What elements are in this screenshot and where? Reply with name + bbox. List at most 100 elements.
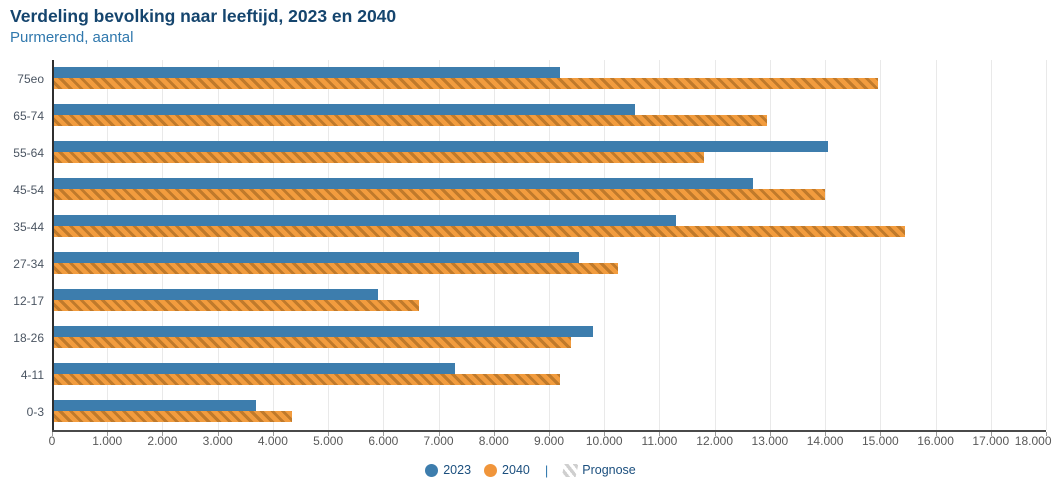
gridline — [383, 60, 385, 430]
y-axis-category-label: 35-44 — [13, 219, 44, 234]
gridline — [825, 60, 827, 430]
chart-header: Verdeling bevolking naar leeftijd, 2023 … — [10, 6, 396, 47]
x-axis-tick-label: 17.000 — [972, 434, 1010, 448]
y-axis-category-label: 65-74 — [13, 108, 44, 123]
x-axis-tick-label: 8.000 — [478, 434, 509, 448]
gridline — [162, 60, 164, 430]
bar-row: 75eo — [17, 60, 1046, 97]
prognose-hatch-icon — [561, 463, 579, 477]
bar-2023-0-3[interactable] — [52, 400, 257, 411]
legend-prognose-label: Prognose — [582, 463, 636, 477]
bar-2040-12-17[interactable] — [52, 300, 420, 311]
x-axis-tick — [438, 432, 440, 436]
x-axis-tick — [493, 432, 495, 436]
y-axis-category-label: 27-34 — [13, 256, 44, 271]
x-axis-labels: 0 1.000 2.000 3.000 4.000 5.000 6.000 7.000 8.00… — [48, 434, 1052, 450]
gridline — [1046, 60, 1047, 430]
x-axis-tick — [162, 432, 164, 436]
bar-row: 4-11 — [21, 356, 1046, 393]
bar-2023-55-64[interactable] — [52, 141, 828, 152]
x-axis-tick — [1046, 432, 1047, 436]
bar-2023-4-11[interactable] — [52, 363, 456, 374]
legend-separator: | — [544, 462, 549, 478]
x-axis-tick-label: 12.000 — [696, 434, 734, 448]
plot-area: 75eo 65-74 55-64 45-54 35-44 27-34 12-17 18-26 4… — [13, 60, 1047, 430]
x-axis-tick — [549, 432, 550, 436]
x-axis-tick-label: 18.000 — [1014, 434, 1052, 448]
x-axis-tick-label: 2.000 — [147, 434, 178, 448]
bar-2040-55-64[interactable] — [52, 152, 704, 163]
bar-2040-0-3[interactable] — [52, 411, 293, 422]
x-axis-tick — [383, 432, 385, 436]
x-axis-tick-label: 5.000 — [313, 434, 344, 448]
bar-2023-12-17[interactable] — [52, 289, 378, 300]
bar-row: 45-54 — [13, 171, 1046, 208]
bar-group — [52, 400, 1046, 422]
legend-2023-label: 2023 — [443, 463, 472, 477]
bar-2040-35-44[interactable] — [52, 226, 906, 237]
gridline — [714, 60, 716, 430]
legend: 2023 2040 | Prognose — [0, 459, 1061, 481]
bar-2040-27-34[interactable] — [52, 263, 619, 274]
legend-item-prognose[interactable]: Prognose — [561, 463, 636, 477]
gridline — [549, 60, 550, 430]
legend-2023-dot-icon — [425, 463, 439, 477]
x-axis-tick-label: 10.000 — [585, 434, 623, 448]
x-axis-tick — [52, 432, 53, 436]
x-axis-tick — [935, 432, 937, 436]
bar-2023-65-74[interactable] — [52, 104, 635, 115]
bar-2023-18-26[interactable] — [52, 326, 594, 337]
x-axis-tick — [880, 432, 882, 436]
bar-2040-45-54[interactable] — [52, 189, 826, 200]
gridline — [604, 60, 606, 430]
x-axis-tick-label: 7.000 — [423, 434, 454, 448]
bar-2023-35-44[interactable] — [52, 215, 676, 226]
y-axis-category-label: 45-54 — [13, 182, 44, 197]
y-axis-category-label: 75eo — [17, 71, 44, 86]
bar-2023-45-54[interactable] — [52, 178, 754, 189]
x-axis-line — [52, 430, 1046, 432]
bar-2040-18-26[interactable] — [52, 337, 572, 348]
bar-row: 35-44 — [13, 208, 1046, 245]
bar-2040-4-11[interactable] — [52, 374, 561, 385]
gridline — [769, 60, 771, 430]
legend-item-2023[interactable]: 2023 — [425, 463, 471, 477]
x-axis-tick — [990, 432, 992, 436]
rows: 75eo 65-74 55-64 45-54 35-44 27-34 12-17 18-26 4… — [13, 60, 1046, 430]
gridline — [217, 60, 219, 430]
gridline — [880, 60, 882, 430]
gridline — [493, 60, 495, 430]
bar-2023-75eo[interactable] — [52, 67, 561, 78]
x-axis-tick — [107, 432, 109, 436]
chart-title: Verdeling bevolking naar leeftijd, 2023 … — [10, 6, 397, 26]
bar-row: 12-17 — [13, 282, 1046, 319]
bar-group — [52, 178, 1046, 200]
bar-row: 0-3 — [27, 393, 1046, 430]
bar-group — [52, 104, 1046, 126]
gridline — [107, 60, 109, 430]
bar-row: 27-34 — [13, 245, 1046, 282]
bar-2040-65-74[interactable] — [52, 115, 768, 126]
gridline — [438, 60, 440, 430]
x-axis-tick — [328, 432, 330, 436]
chart-subtitle: Purmerend, aantal — [10, 28, 134, 46]
gridline — [272, 60, 274, 430]
bar-group — [52, 215, 1046, 237]
legend-2040-label: 2040 — [502, 463, 530, 477]
bar-group — [52, 67, 1046, 89]
gridline — [659, 60, 661, 430]
bar-group — [52, 363, 1046, 385]
x-axis-tick — [604, 432, 606, 436]
x-axis-tick-label: 0 — [48, 434, 56, 448]
x-axis-tick — [659, 432, 661, 436]
legend-2040-dot-icon — [484, 463, 498, 477]
x-axis-tick — [272, 432, 274, 436]
x-axis-tick-label: 9.000 — [533, 434, 565, 448]
bar-2040-75eo[interactable] — [52, 78, 878, 89]
bar-2023-27-34[interactable] — [52, 252, 580, 263]
legend-item-2040[interactable]: 2040 — [484, 463, 530, 477]
y-axis-category-label: 18-26 — [13, 330, 44, 345]
x-axis-tick — [769, 432, 771, 436]
x-axis-tick-label: 1.000 — [92, 434, 123, 448]
bar-group — [52, 252, 1046, 274]
